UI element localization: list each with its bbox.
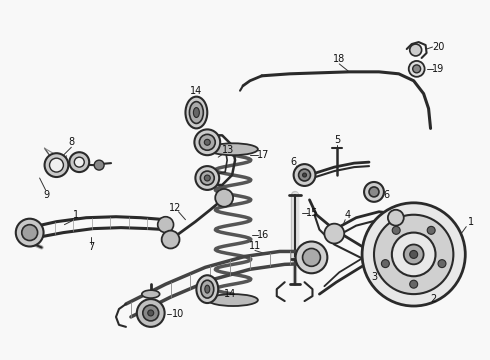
Circle shape: [22, 225, 38, 240]
Circle shape: [427, 226, 435, 234]
Text: 6: 6: [384, 190, 390, 200]
Circle shape: [364, 182, 384, 202]
Circle shape: [369, 187, 379, 197]
Circle shape: [70, 152, 89, 172]
Text: 15: 15: [306, 208, 318, 218]
Circle shape: [404, 244, 424, 264]
Ellipse shape: [201, 280, 214, 298]
Text: 14: 14: [224, 289, 236, 299]
Text: 8: 8: [68, 137, 74, 147]
Circle shape: [362, 203, 466, 306]
Circle shape: [295, 242, 327, 273]
Circle shape: [204, 139, 210, 145]
Circle shape: [158, 217, 173, 233]
Circle shape: [413, 65, 420, 73]
Circle shape: [392, 233, 436, 276]
Circle shape: [49, 158, 63, 172]
Circle shape: [74, 157, 84, 167]
Circle shape: [45, 153, 69, 177]
Text: 11: 11: [249, 242, 261, 252]
Text: 10: 10: [172, 309, 185, 319]
Text: 13: 13: [222, 145, 234, 155]
Circle shape: [298, 169, 311, 181]
Text: 4: 4: [344, 210, 350, 220]
Circle shape: [196, 166, 219, 190]
Circle shape: [374, 215, 453, 294]
Text: 16: 16: [257, 230, 269, 239]
Circle shape: [302, 248, 320, 266]
Text: 18: 18: [333, 54, 345, 64]
Ellipse shape: [205, 285, 210, 293]
Ellipse shape: [208, 294, 258, 306]
Circle shape: [137, 299, 165, 327]
Circle shape: [143, 305, 159, 321]
Text: 3: 3: [371, 272, 377, 282]
Circle shape: [302, 173, 307, 177]
Circle shape: [388, 210, 404, 226]
Text: 20: 20: [432, 42, 445, 52]
Circle shape: [324, 224, 344, 243]
Circle shape: [294, 164, 316, 186]
Circle shape: [410, 280, 417, 288]
Circle shape: [16, 219, 44, 247]
Circle shape: [410, 44, 421, 56]
Circle shape: [94, 160, 104, 170]
Circle shape: [204, 175, 210, 181]
Text: 1: 1: [73, 210, 79, 220]
Circle shape: [148, 310, 154, 316]
Text: 1: 1: [468, 217, 474, 227]
Text: 6: 6: [291, 157, 296, 167]
Text: 5: 5: [334, 135, 341, 145]
Ellipse shape: [185, 96, 207, 129]
Text: 9: 9: [44, 190, 49, 200]
Circle shape: [162, 231, 179, 248]
Circle shape: [392, 226, 400, 234]
Circle shape: [199, 134, 215, 150]
Circle shape: [438, 260, 446, 267]
Circle shape: [409, 61, 425, 77]
Text: 14: 14: [190, 86, 202, 96]
Text: 7: 7: [88, 243, 94, 252]
Text: 17: 17: [257, 150, 269, 160]
Ellipse shape: [196, 275, 218, 303]
Circle shape: [410, 251, 417, 258]
Circle shape: [381, 260, 390, 267]
Circle shape: [195, 129, 220, 155]
Ellipse shape: [194, 108, 199, 117]
Text: 19: 19: [432, 64, 444, 74]
Ellipse shape: [142, 290, 160, 298]
Ellipse shape: [208, 143, 258, 155]
Text: 12: 12: [170, 203, 182, 213]
Text: 2: 2: [430, 294, 437, 304]
Circle shape: [200, 171, 214, 185]
Circle shape: [215, 189, 233, 207]
Ellipse shape: [190, 102, 203, 123]
